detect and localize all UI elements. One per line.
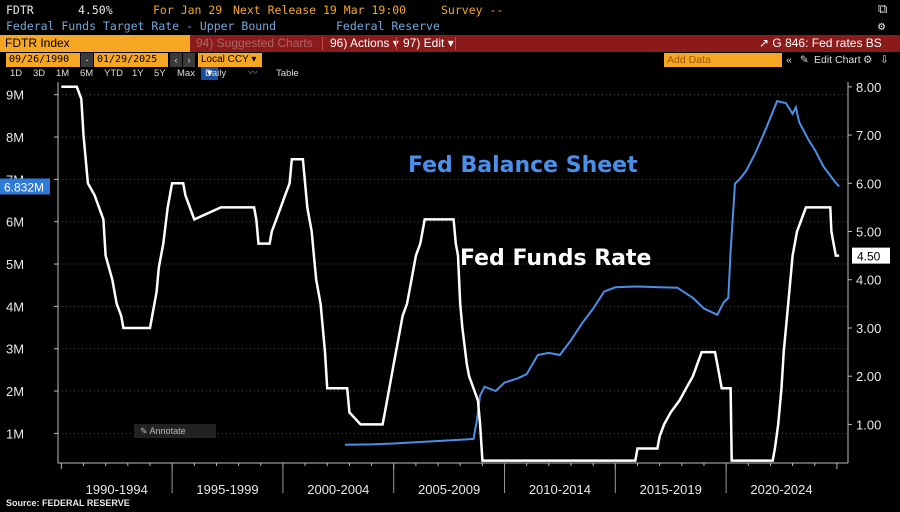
period-1m[interactable]: 1M	[56, 68, 70, 79]
fed-funds-line	[61, 85, 840, 462]
fed-funds-last-label: 4.50	[857, 250, 881, 264]
left-tick-label: 2M	[6, 384, 24, 399]
period-6m[interactable]: 6M	[80, 68, 94, 79]
line-chart-icon[interactable]: 〰	[248, 68, 258, 79]
settings-icon[interactable]: ⚙	[863, 54, 873, 66]
left-tick-label: 9M	[6, 88, 24, 103]
header-row: FDTR 4.50% For Jan 29 Next Release 19 Ma…	[0, 0, 900, 18]
left-tick-label: 5M	[6, 257, 24, 272]
right-axis-labels: 1.00 2.00 3.00 4.00 5.00 6.00 7.00 8.00	[856, 80, 881, 433]
right-tick-label: 4.00	[856, 273, 881, 288]
left-tick-label: 6M	[6, 215, 24, 230]
period-bar: 1D 3D 1M 6M YTD 1Y 5Y Max Daily ▼ 〰 Tabl…	[0, 67, 900, 80]
balance-sheet-last-label: 6.832M	[4, 180, 44, 194]
popout-icon[interactable]: ⧉	[878, 2, 888, 17]
left-tick-label: 1M	[6, 426, 24, 441]
x-tick-label: 2000-2004	[307, 482, 369, 497]
balance-sheet-annotation: Fed Balance Sheet	[408, 153, 638, 178]
source-org: Federal Reserve	[336, 19, 440, 33]
chart-name[interactable]: ↗ G 846: Fed rates BS	[759, 36, 882, 50]
ticker-label: FDTR	[6, 3, 34, 17]
currency-select[interactable]: Local CCY ▾	[198, 53, 262, 67]
right-tick-label: 2.00	[856, 369, 881, 384]
source-footer: Source: FEDERAL RESERVE	[6, 498, 130, 508]
period-1d[interactable]: 1D	[10, 68, 23, 79]
axes	[54, 82, 852, 493]
x-tick-label: 2020-2024	[750, 482, 812, 497]
balance-sheet-last-badge	[0, 178, 50, 195]
x-tick-label: 1990-1994	[86, 482, 148, 497]
description-row: Federal Funds Target Rate - Upper Bound …	[0, 18, 900, 34]
series-description: Federal Funds Target Rate - Upper Bound	[6, 19, 277, 33]
edit-chart-button[interactable]: Edit Chart	[814, 54, 861, 66]
end-date-field[interactable]: 01/29/2025	[94, 53, 168, 67]
settings-icon[interactable]: ⚙	[878, 19, 886, 33]
x-tick-label: 2010-2014	[529, 482, 591, 497]
annotate-tag	[134, 424, 216, 438]
left-tick-label: 8M	[6, 130, 24, 145]
suggested-charts-menu[interactable]: 94) Suggested Charts	[196, 36, 313, 50]
index-field[interactable]: FDTR Index	[0, 35, 190, 52]
date-label: For Jan 29	[153, 3, 223, 17]
right-tick-label: 1.00	[856, 417, 881, 432]
divider	[322, 37, 323, 50]
fed-funds-annotation: Fed Funds Rate	[460, 246, 651, 271]
date-separator: -	[81, 53, 93, 67]
period-1y[interactable]: 1Y	[132, 68, 144, 79]
right-tick-label: 8.00	[856, 80, 881, 95]
survey-label: Survey --	[441, 3, 504, 17]
more-icon[interactable]: ⇩	[880, 54, 889, 66]
add-data-input[interactable]: Add Data	[664, 53, 782, 67]
right-tick-label: 7.00	[856, 128, 881, 143]
right-tick-label: 3.00	[856, 321, 881, 336]
left-tick-label: 4M	[6, 299, 24, 314]
x-tick-label: 2015-2019	[640, 482, 702, 497]
divider	[455, 37, 456, 50]
actions-menu[interactable]: 96) Actions ▾	[330, 36, 399, 50]
collapse-icon[interactable]: «	[786, 54, 792, 66]
annotations: Fed Balance Sheet Fed Funds Rate ✎ Annotat…	[134, 153, 651, 438]
prev-arrow-icon[interactable]: ‹	[170, 53, 182, 67]
frequency-select[interactable]: Daily ▼	[201, 67, 226, 80]
right-tick-label: 6.00	[856, 176, 881, 191]
edit-menu[interactable]: 97) Edit ▾	[403, 36, 454, 50]
period-ytd[interactable]: YTD	[104, 68, 123, 79]
start-date-field[interactable]: 09/26/1990	[6, 53, 80, 67]
period-5y[interactable]: 5Y	[154, 68, 166, 79]
next-arrow-icon[interactable]: ›	[183, 53, 195, 67]
next-release: Next Release 19 Mar 19:00	[233, 3, 407, 17]
edit-icon: ✎	[800, 54, 809, 66]
series-lines: 6.832M 4.50	[0, 85, 890, 462]
last-value: 4.50%	[78, 3, 113, 17]
divider	[396, 37, 397, 50]
period-3d[interactable]: 3D	[33, 68, 46, 79]
table-button[interactable]: Table	[276, 68, 299, 79]
annotate-label: ✎ Annotate	[140, 426, 186, 436]
command-bar: FDTR Index 94) Suggested Charts 96) Acti…	[0, 35, 900, 52]
fed-funds-last-badge	[852, 247, 890, 264]
x-axis-labels: 1990-1994 1995-1999 2000-2004 2005-2009 2010…	[86, 482, 813, 497]
external-link-icon: ↗	[759, 36, 770, 50]
x-tick-label: 1995-1999	[196, 482, 258, 497]
right-tick-label: 5.00	[856, 225, 881, 240]
left-tick-label: 3M	[6, 342, 24, 357]
period-max[interactable]: Max	[177, 68, 195, 79]
x-tick-label: 2005-2009	[418, 482, 480, 497]
date-range-bar: 09/26/1990 - 01/29/2025 ‹ › Local CCY ▾ …	[0, 53, 900, 67]
left-axis-labels: 1M2M3M4M5M6M7M8M9M	[6, 88, 24, 442]
